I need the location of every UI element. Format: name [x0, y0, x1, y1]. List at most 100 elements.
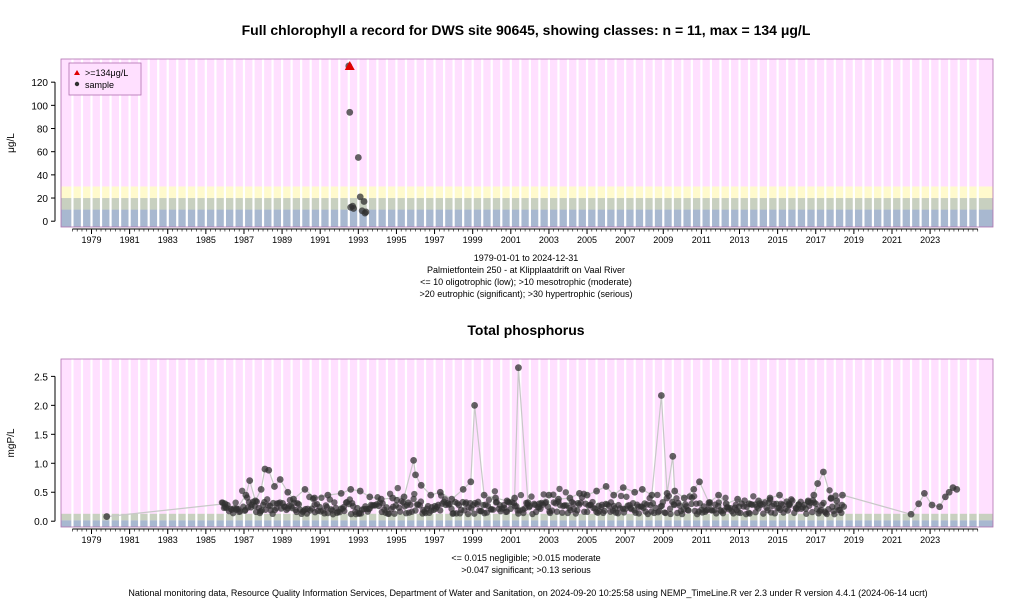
- x-tick-label: 1997: [425, 235, 445, 245]
- phosphorus-point: [464, 510, 472, 518]
- phosphorus-point: [238, 487, 246, 495]
- y-tick-label: 120: [31, 78, 48, 89]
- phosphorus-point: [812, 500, 820, 508]
- phosphorus-point: [511, 494, 519, 502]
- phosphorus-point: [517, 491, 525, 499]
- phosphorus-point: [540, 491, 547, 498]
- caption-line: <= 0.015 negligible; >0.015 moderate: [451, 553, 600, 563]
- x-tick-label: 1987: [234, 235, 254, 245]
- phosphorus-ylabel: mgP/L: [6, 428, 17, 457]
- phosphorus-point: [103, 513, 111, 520]
- phosphorus-point: [803, 510, 810, 517]
- phosphorus-point: [920, 490, 928, 497]
- phosphorus-point: [619, 484, 627, 492]
- phosphorus-point: [366, 493, 374, 501]
- phosphorus-point: [562, 489, 570, 496]
- phosphorus-point: [838, 509, 845, 517]
- phosphorus-point: [667, 510, 674, 518]
- chlorophyll-plot-frame: [60, 58, 994, 228]
- x-tick-label: 2023: [920, 235, 940, 245]
- phosphorus-point: [548, 507, 556, 514]
- phosphorus-point: [663, 490, 671, 497]
- phosphorus-point: [690, 493, 698, 500]
- phosphorus-point: [396, 508, 404, 515]
- phosphorus-point: [480, 491, 488, 499]
- phosphorus-point: [814, 480, 822, 487]
- phosphorus-y-axis: 0.0 0.5 1.0 1.5 2.0 2.5: [34, 372, 56, 528]
- x-tick-label: 2021: [882, 535, 902, 545]
- chlorophyll-panel: Full chlorophyll a record for DWS site 9…: [6, 22, 994, 299]
- x-tick-label: 1979: [81, 535, 101, 545]
- phosphorus-point: [831, 510, 838, 518]
- phosphorus-point: [577, 499, 585, 506]
- phosphorus-point: [524, 499, 532, 507]
- y-tick-label: 60: [37, 148, 49, 159]
- x-tick-label: 2023: [920, 535, 940, 545]
- phosphorus-point: [400, 493, 408, 501]
- x-tick-label: 2007: [615, 535, 635, 545]
- phosphorus-point: [337, 490, 345, 497]
- phosphorus-point: [407, 501, 414, 508]
- phosphorus-point: [532, 508, 540, 516]
- chlorophyll-y-axis: 0 20 40 60 80 100 120: [31, 78, 56, 228]
- chlorophyll-points: [344, 60, 370, 217]
- phosphorus-point: [584, 508, 591, 516]
- phosphorus-point: [614, 510, 622, 517]
- chlorophyll-caption: 1979-01-01 to 2024-12-31 Palmietfontein …: [419, 253, 632, 299]
- phosphorus-point: [785, 500, 793, 508]
- phosphorus-point: [771, 510, 779, 517]
- phosphorus-point: [839, 491, 846, 499]
- y-tick-label: 80: [37, 125, 49, 136]
- phosphorus-point: [705, 499, 713, 507]
- phosphorus-point: [776, 491, 783, 499]
- phosphorus-point: [570, 500, 577, 507]
- phosphorus-point: [391, 510, 398, 517]
- y-tick-label: 20: [37, 194, 49, 205]
- phosphorus-point: [485, 496, 493, 504]
- phosphorus-point: [907, 510, 915, 518]
- phosphorus-point: [417, 481, 425, 489]
- phosphorus-point: [804, 497, 812, 505]
- phosphorus-point: [666, 505, 674, 512]
- phosphorus-point: [311, 494, 318, 502]
- x-tick-label: 2005: [577, 235, 597, 245]
- phosphorus-point: [623, 493, 630, 500]
- phosphorus-point: [284, 488, 292, 496]
- x-tick-label: 2011: [692, 535, 711, 545]
- phosphorus-point: [610, 491, 618, 499]
- phosphorus-point: [436, 488, 444, 496]
- phosphorus-point: [427, 491, 435, 499]
- x-tick-label: 1983: [158, 235, 178, 245]
- phosphorus-point: [246, 477, 254, 485]
- phosphorus-point: [945, 488, 953, 496]
- phosphorus-point: [715, 491, 722, 499]
- caption-line: 1979-01-01 to 2024-12-31: [474, 253, 579, 263]
- chlorophyll-point: [346, 108, 354, 116]
- phosphorus-point: [410, 456, 417, 464]
- phosphorus-point: [810, 491, 818, 499]
- y-tick-label: 1.0: [34, 459, 48, 470]
- x-tick-label: 2015: [768, 235, 788, 245]
- phosphorus-point: [437, 507, 444, 514]
- x-tick-label: 1993: [348, 235, 368, 245]
- x-tick-label: 2007: [615, 235, 635, 245]
- phosphorus-point: [276, 476, 284, 483]
- phosphorus-point: [696, 478, 703, 486]
- class-band: [61, 518, 993, 521]
- phosphorus-point: [491, 488, 499, 495]
- phosphorus-point: [760, 510, 767, 517]
- chlorophyll-x-axis: 1979 1981 1983 1985 1987 1989 1991 1993 1995 1997…: [72, 228, 979, 245]
- phosphorus-point: [410, 495, 417, 503]
- phosphorus-point: [347, 485, 355, 493]
- footer-note: National monitoring data, Resource Quali…: [128, 588, 927, 598]
- legend-exceed-label: >=134μg/L: [85, 68, 128, 78]
- phosphorus-panel: Total phosphorus mgP/L 0.0 0.5 1.0 1.5 2.0 2.…: [6, 322, 994, 575]
- x-tick-label: 1981: [120, 235, 140, 245]
- phosphorus-point: [722, 494, 729, 502]
- x-tick-label: 2009: [653, 535, 673, 545]
- phosphorus-point: [722, 500, 730, 508]
- phosphorus-point: [555, 495, 562, 503]
- phosphorus-point: [941, 493, 949, 501]
- phosphorus-point: [459, 485, 467, 493]
- phosphorus-point: [833, 497, 841, 505]
